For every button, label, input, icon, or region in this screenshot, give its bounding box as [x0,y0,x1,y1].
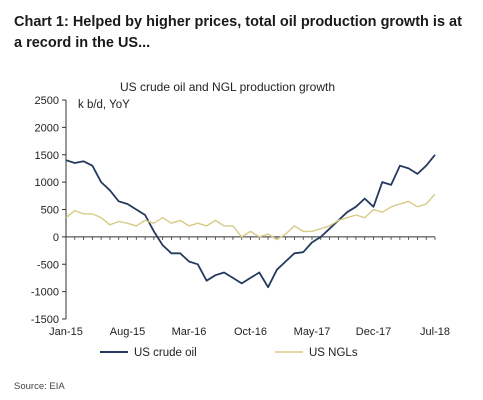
x-ticks: Jan-15 Aug-15 Mar-16 Oct-16 May-17 Dec-17 Jul-… [49,236,450,338]
y-tick-label: 0 [53,232,59,244]
x-tick-label: Dec-17 [356,326,391,338]
x-tick-label: Jul-18 [420,326,450,338]
x-tick-label: May-17 [294,326,331,338]
y-tick-label: -1500 [31,314,59,326]
legend-item-ngls-label: US NGLs [309,347,358,359]
y-axis-label: k b/d, YoY [78,99,130,111]
chart-heading: Chart 1: Helped by higher prices, total … [14,14,462,51]
y-tick-label: 1500 [35,150,59,162]
legend-item-crude-oil-label: US crude oil [134,347,197,359]
series-lines [65,154,436,289]
y-tick-label: 2500 [35,95,59,107]
y-tick-label: 1000 [35,177,59,189]
chart-title: US crude oil and NGL production growth [120,80,335,94]
legend: US crude oil US NGLs [100,347,358,359]
y-tick-label: 500 [41,205,59,217]
x-tick-label: Aug-15 [110,326,145,338]
source-note: Source: EIA [14,381,65,392]
series-line-ngls [65,193,436,241]
y-tick-label: 2000 [35,122,59,134]
x-tick-label: Jan-15 [49,326,83,338]
y-tick-label: -1000 [31,287,59,299]
axes [65,100,435,319]
x-tick-label: Mar-16 [172,326,207,338]
y-tick-label: -500 [37,259,59,271]
x-tick-label: Oct-16 [234,326,267,338]
series-line-crude-oil [65,154,436,289]
y-ticks: 2500 2000 1500 1000 500 0 -500 -1000 -1500 [31,95,66,326]
